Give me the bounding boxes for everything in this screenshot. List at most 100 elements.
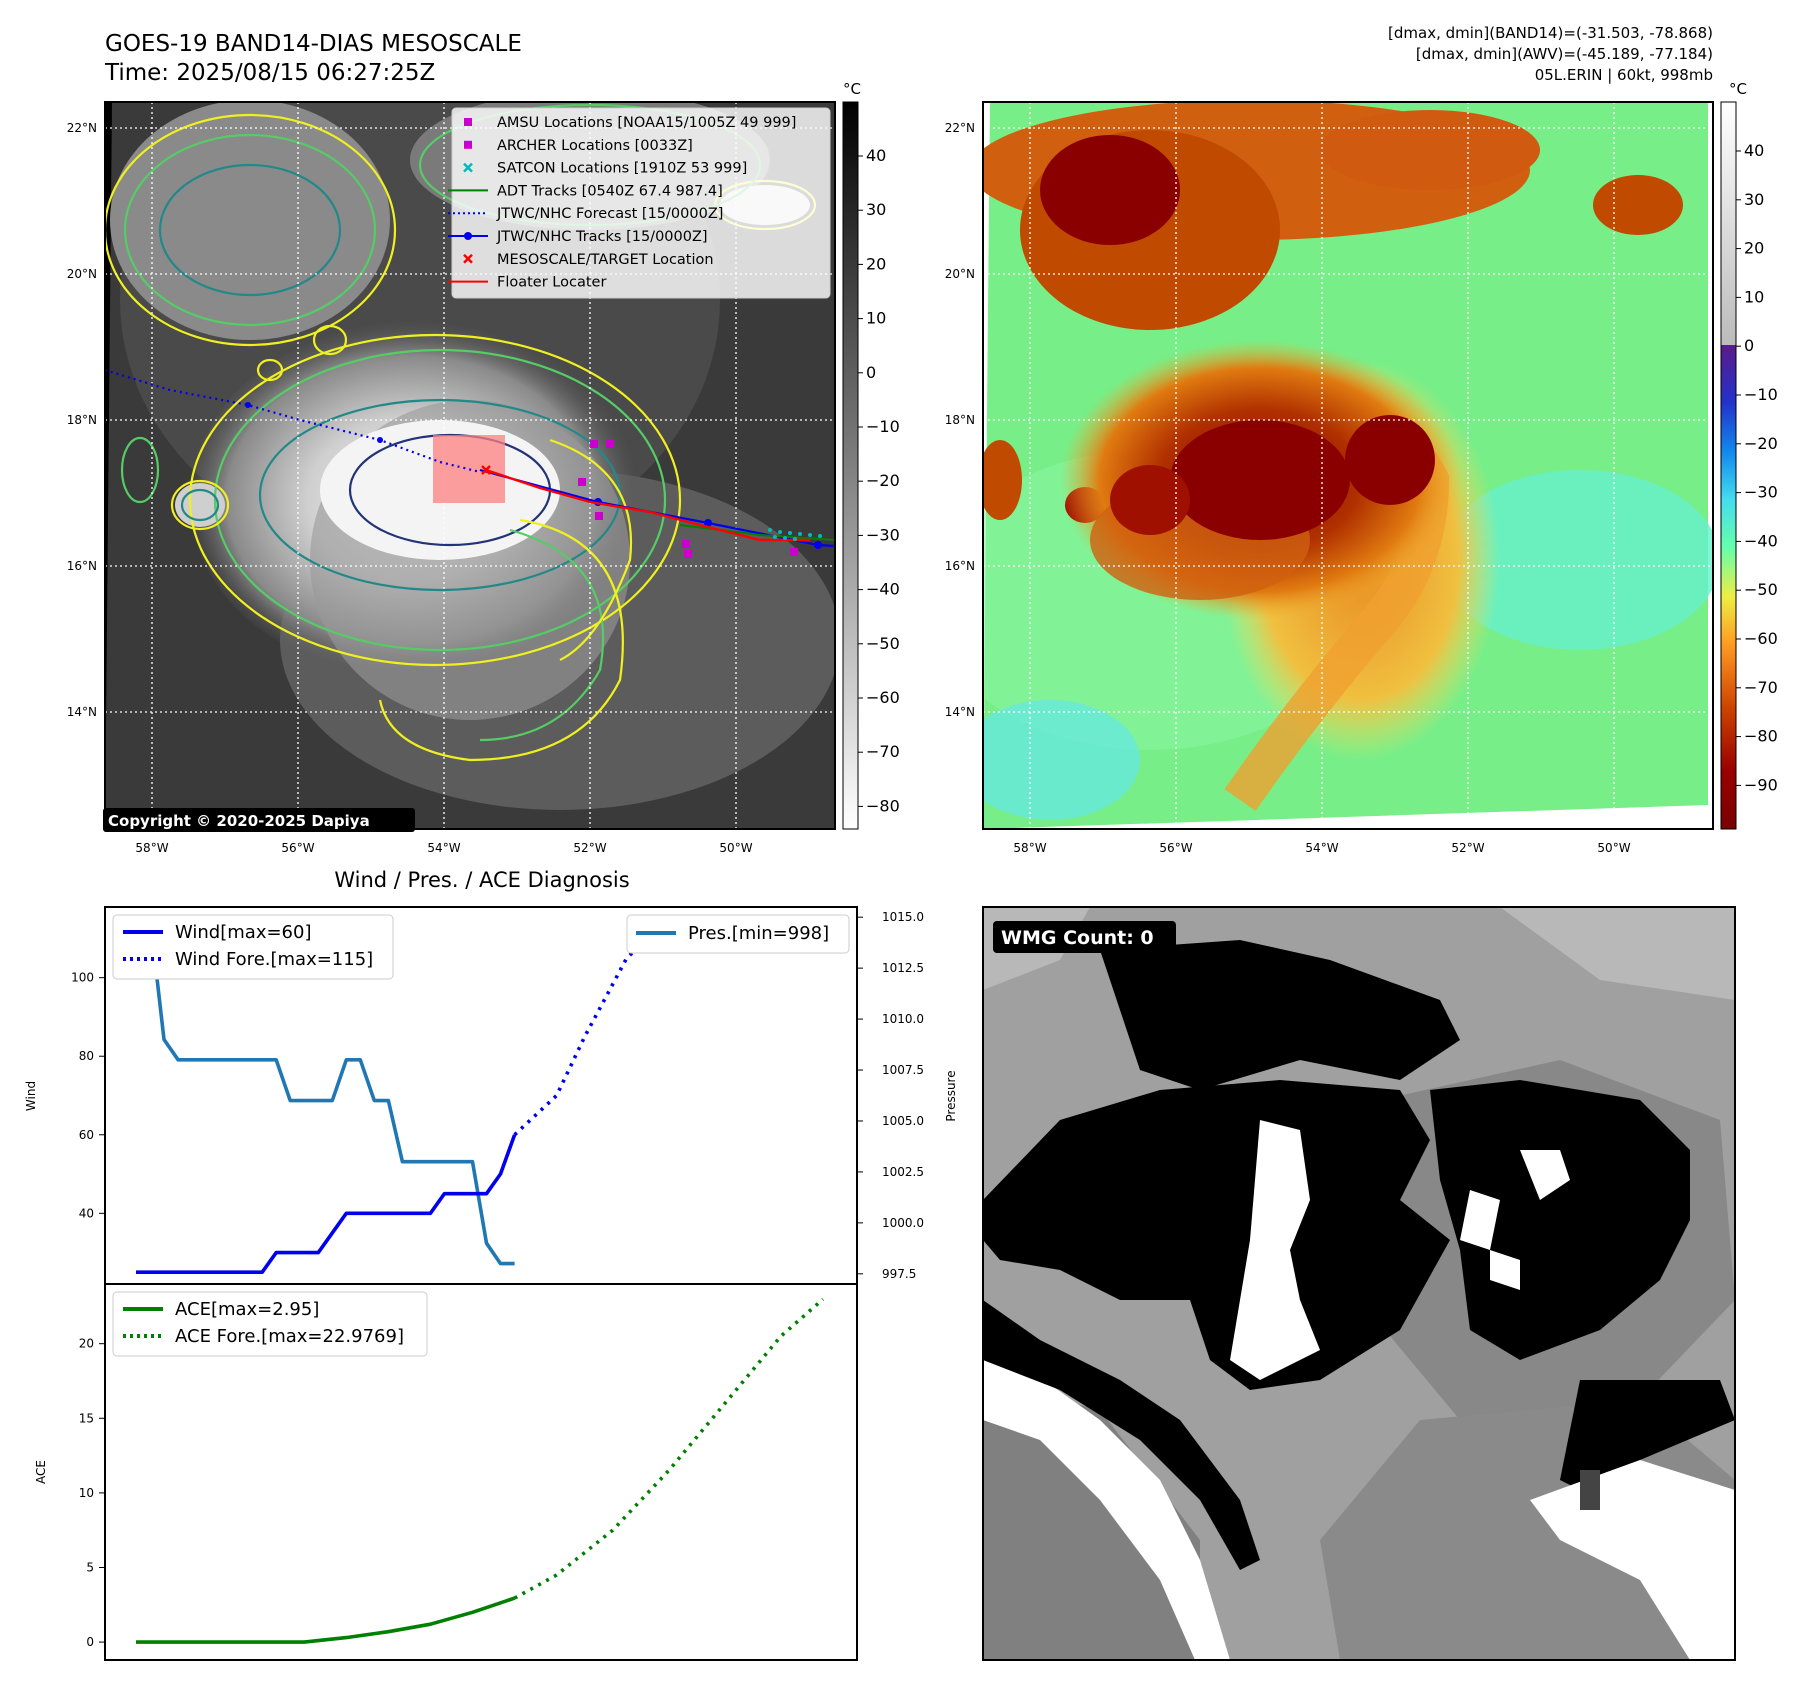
figure-title: GOES-19 BAND14-DIAS MESOSCALE bbox=[105, 31, 522, 57]
wind-tick-label: 80 bbox=[79, 1049, 94, 1063]
lon-tick-label: 56°W bbox=[1159, 841, 1192, 855]
legend-marker bbox=[464, 118, 472, 126]
colorbar-tick-label: −30 bbox=[866, 525, 900, 544]
ir-colorbar-unit: °C bbox=[843, 80, 861, 98]
ir-map-panel: AMSU Locations [NOAA15/1005Z 49 999] ARCH… bbox=[67, 101, 836, 855]
lon-tick-label: 50°W bbox=[719, 841, 752, 855]
colorbar-tick-label: 30 bbox=[866, 200, 886, 219]
legend-label: AMSU Locations [NOAA15/1005Z 49 999] bbox=[497, 115, 796, 131]
colorbar-tick-label: −90 bbox=[1744, 775, 1778, 794]
stats-band14: [dmax, dmin](BAND14)=(-31.503, -78.868) bbox=[1388, 24, 1713, 42]
ace-legend-fore: ACE Fore.[max=22.9769] bbox=[175, 1326, 404, 1347]
colorbar-tick-label: −50 bbox=[1744, 580, 1778, 599]
colorbar-tick-label: 20 bbox=[1744, 239, 1764, 258]
legend-label: ADT Tracks [0540Z 67.4 987.4] bbox=[497, 183, 723, 199]
colorbar-tick-label: −30 bbox=[1744, 483, 1778, 502]
pres-tick-label: 1000.0 bbox=[882, 1216, 924, 1230]
colorbar-tick-label: −20 bbox=[1744, 434, 1778, 453]
colorbar-tick-label: 0 bbox=[1744, 336, 1754, 355]
legend-marker bbox=[464, 140, 472, 149]
lon-tick-label: 54°W bbox=[427, 841, 460, 855]
wmg-count-label: WMG Count: 0 bbox=[1001, 927, 1154, 949]
colorbar-tick-label: 20 bbox=[866, 254, 886, 273]
pres-legend-label: Pres.[min=998] bbox=[688, 923, 829, 944]
colorbar-tick-label: 10 bbox=[866, 309, 886, 328]
mesoscale-target-box bbox=[433, 435, 505, 503]
wind-tick-label: 100 bbox=[71, 971, 94, 985]
ace-axis-label: ACE bbox=[34, 1460, 48, 1484]
wmg-panel: WMG Count: 0 bbox=[982, 906, 1736, 1661]
lat-tick-label: 20°N bbox=[67, 267, 97, 281]
legend-item: ARCHER Locations [0033Z] bbox=[464, 138, 693, 154]
legend-label: JTWC/NHC Tracks [15/0000Z] bbox=[496, 229, 708, 245]
copyright-label: Copyright © 2020-2025 Dapiya bbox=[108, 812, 370, 830]
diagnosis-title: Wind / Pres. / ACE Diagnosis bbox=[334, 868, 629, 892]
pres-legend: Pres.[min=998] bbox=[626, 914, 850, 954]
colorbar-tick-label: −80 bbox=[866, 796, 900, 815]
lat-tick-label: 18°N bbox=[945, 413, 975, 427]
storm-info: 05L.ERIN | 60kt, 998mb bbox=[1535, 66, 1713, 84]
pres-tick-label: 1002.5 bbox=[882, 1165, 924, 1179]
lat-tick-label: 14°N bbox=[67, 705, 97, 719]
adt-track bbox=[679, 524, 835, 541]
colorbar-tick-label: 40 bbox=[1744, 141, 1764, 160]
pres-tick-label: 1015.0 bbox=[882, 910, 924, 924]
legend-item: JTWC/NHC Tracks [15/0000Z] bbox=[448, 229, 708, 245]
ace-tick-label: 10 bbox=[79, 1486, 94, 1500]
colorbar-tick-label: −40 bbox=[1744, 531, 1778, 550]
diagnosis-panel: Wind / Pres. / ACE Diagnosis Wind Pressu… bbox=[24, 868, 958, 1661]
colorbar-tick-label: −10 bbox=[1744, 385, 1778, 404]
colorbar-tick-label: −60 bbox=[866, 688, 900, 707]
wind-tick-label: 40 bbox=[79, 1206, 94, 1220]
pres-tick-label: 1012.5 bbox=[882, 961, 924, 975]
legend-marker bbox=[464, 232, 472, 240]
pressure-axis-label: Pressure bbox=[944, 1070, 958, 1121]
legend-item: ADT Tracks [0540Z 67.4 987.4] bbox=[448, 183, 723, 199]
colorbar-tick-label: 30 bbox=[1744, 190, 1764, 209]
legend-marker bbox=[463, 162, 473, 173]
lon-tick-label: 50°W bbox=[1597, 841, 1630, 855]
colorbar-tick-label: −50 bbox=[866, 634, 900, 653]
legend-label: SATCON Locations [1910Z 53 999] bbox=[497, 161, 747, 177]
wind-tick-label: 60 bbox=[79, 1128, 94, 1142]
wind-axis-label: Wind bbox=[24, 1081, 38, 1111]
lat-tick-label: 20°N bbox=[945, 267, 975, 281]
pres-tick-label: 997.5 bbox=[882, 1267, 916, 1281]
lat-tick-label: 18°N bbox=[67, 413, 97, 427]
legend-item: Floater Locater bbox=[448, 275, 606, 291]
legend-marker bbox=[463, 253, 473, 264]
legend-label: MESOSCALE/TARGET Location bbox=[497, 252, 714, 268]
lon-tick-label: 52°W bbox=[1451, 841, 1484, 855]
colorbar-tick-label: −10 bbox=[866, 417, 900, 436]
colorbar-tick-label: −40 bbox=[866, 580, 900, 599]
pres-tick-label: 1010.0 bbox=[882, 1012, 924, 1026]
legend-label: JTWC/NHC Forecast [15/0000Z] bbox=[496, 206, 723, 222]
lat-tick-label: 16°N bbox=[67, 559, 97, 573]
lon-tick-label: 56°W bbox=[281, 841, 314, 855]
ace-tick-label: 0 bbox=[86, 1635, 94, 1649]
wind-line bbox=[136, 1134, 517, 1274]
colorbar-tick-label: 40 bbox=[866, 146, 886, 165]
ir-map-legend: AMSU Locations [NOAA15/1005Z 49 999] ARCH… bbox=[448, 107, 831, 299]
lat-tick-label: 14°N bbox=[945, 705, 975, 719]
floater-locator bbox=[485, 468, 810, 542]
awv-colorbar-unit: °C bbox=[1729, 80, 1747, 98]
ace-tick-label: 20 bbox=[79, 1337, 94, 1351]
legend-label: Floater Locater bbox=[497, 275, 606, 291]
colorbar-tick-label: 10 bbox=[1744, 287, 1764, 306]
colorbar-tick-label: 0 bbox=[866, 363, 876, 382]
pres-tick-label: 1005.0 bbox=[882, 1114, 924, 1128]
lon-tick-label: 58°W bbox=[135, 841, 168, 855]
lon-tick-label: 58°W bbox=[1013, 841, 1046, 855]
colorbar-tick-label: −70 bbox=[866, 742, 900, 761]
colorbar-tick-label: −60 bbox=[1744, 629, 1778, 648]
stats-awv: [dmax, dmin](AWV)=(-45.189, -77.184) bbox=[1416, 45, 1713, 63]
awv-map-panel: 58°W 56°W 54°W 52°W 50°W 22°N 20°N 18°N 16°N 14°… bbox=[945, 101, 1714, 855]
legend-item: AMSU Locations [NOAA15/1005Z 49 999] bbox=[464, 115, 796, 131]
ace-tick-label: 15 bbox=[79, 1411, 94, 1425]
ace-tick-label: 5 bbox=[86, 1560, 94, 1574]
lon-tick-label: 54°W bbox=[1305, 841, 1338, 855]
lon-tick-label: 52°W bbox=[573, 841, 606, 855]
colorbar-tick-label: −80 bbox=[1744, 727, 1778, 746]
